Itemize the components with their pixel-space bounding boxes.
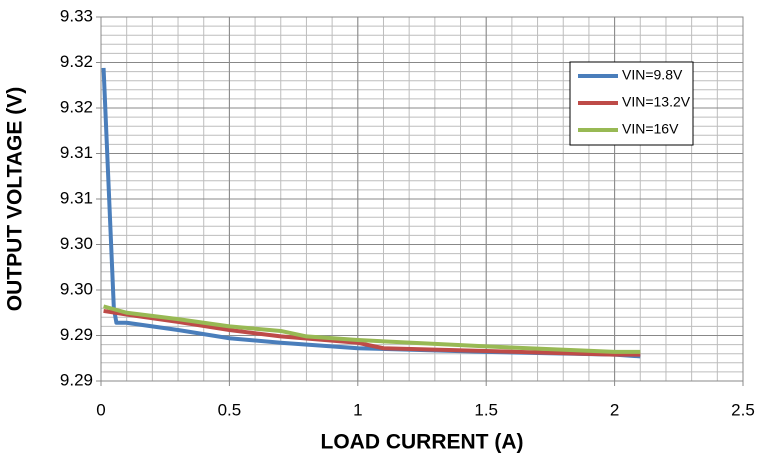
x-tick-label: 1 <box>353 400 362 419</box>
x-axis-title: LOAD CURRENT (A) <box>321 431 524 454</box>
plot-frame <box>100 16 744 382</box>
y-tick-label: 9.29 <box>60 370 93 389</box>
y-tick-label: 9.30 <box>60 234 93 253</box>
y-tick-label: 9.31 <box>60 143 93 162</box>
line <box>103 308 641 357</box>
y-tick-label: 9.29 <box>60 325 93 344</box>
x-tick-label: 0 <box>96 400 105 419</box>
legend-label: VIN=13.2V <box>622 94 691 110</box>
x-tick-label: 2 <box>610 400 619 419</box>
x-tick-label: 2.5 <box>731 400 755 419</box>
y-tick-label: 9.32 <box>60 52 93 71</box>
legend-label: VIN=16V <box>622 121 679 137</box>
line <box>101 67 641 359</box>
y-tick-label: 9.31 <box>60 188 93 207</box>
y-tick-label: 9.33 <box>60 6 93 25</box>
y-tick-label: 9.32 <box>60 97 93 116</box>
x-tick-label: 1.5 <box>474 400 498 419</box>
y-tick-label: 9.30 <box>60 279 93 298</box>
x-tick-label: 0.5 <box>218 400 242 419</box>
legend-label: VIN=9.8V <box>622 67 683 83</box>
y-axis-title: OUTPUT VOLTAGE (V) <box>4 87 27 311</box>
line <box>103 304 641 354</box>
